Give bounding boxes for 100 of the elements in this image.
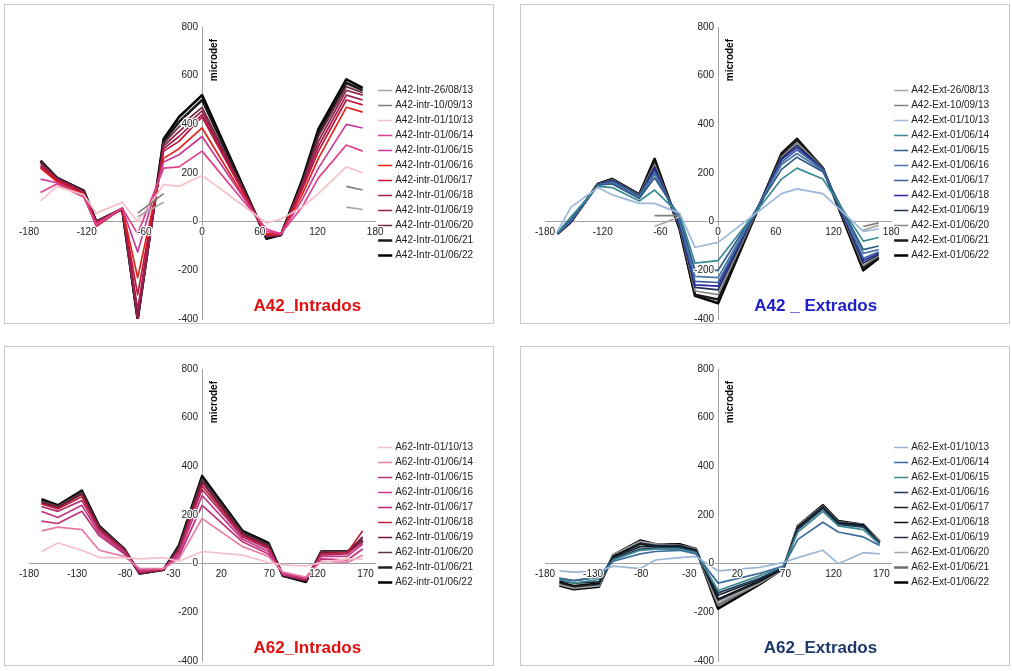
legend-label: A62-Intr-01/06/18 (395, 516, 474, 528)
text: A62_Intrados (253, 638, 362, 658)
y-tick-label: 800 (181, 362, 199, 374)
x-tick-label: 20 (215, 568, 228, 580)
x-tick-label: 180 (882, 226, 900, 238)
legend-label: A42-Ext-01/06/21 (911, 234, 990, 246)
legend-label: A42-Intr-01/06/16 (395, 159, 474, 171)
legend-label: A42-Intr-01/10/13 (395, 114, 474, 126)
legend-label: A42-Intr-26/08/13 (395, 84, 474, 96)
y-tick-label: 400 (181, 118, 199, 130)
y-tick-label: 0 (192, 215, 199, 227)
legend-label: A42-Intr-01/06/20 (395, 219, 474, 231)
x-tick-label: -30 (682, 568, 697, 580)
legend-label: A62-Ext-01/06/15 (911, 471, 990, 483)
y-tick-label: 200 (697, 508, 715, 520)
x-tick-label: -80 (633, 568, 649, 580)
x-tick-label: 120 (825, 568, 843, 580)
legend-label: A42-Ext-01/06/20 (911, 219, 990, 231)
y-tick-label: 800 (697, 20, 715, 32)
legend-label: A42-Intr-01/06/15 (395, 144, 474, 156)
legend-label: A42-Ext-26/08/13 (911, 84, 990, 96)
legend-label: A62-Intr-01/06/14 (395, 456, 474, 468)
y-axis-title: microdef (723, 380, 735, 424)
x-tick-label: -120 (592, 226, 614, 238)
y-axis-title: microdef (723, 38, 735, 82)
legend-label: A62-Ext-01/06/14 (911, 456, 990, 468)
y-tick-label: -200 (178, 264, 199, 276)
legend-label: A42-Intr-01/06/19 (395, 204, 474, 216)
legend-label: A62-Ext-01/06/18 (911, 516, 990, 528)
y-tick-label: -400 (178, 654, 199, 666)
x-tick-label: -180 (18, 568, 40, 580)
x-tick-label: 180 (366, 226, 384, 238)
y-tick-label: -200 (694, 606, 715, 618)
y-tick-label: -200 (178, 606, 199, 618)
y-tick-label: 400 (697, 460, 715, 472)
legend-label: A62-Ext-01/06/21 (911, 561, 990, 573)
x-tick-label: -180 (534, 568, 556, 580)
legend-label: A42-Ext-01/06/14 (911, 129, 990, 141)
x-tick-label: -120 (76, 226, 98, 238)
x-tick-label: 120 (309, 226, 327, 238)
y-axis-title: microdef (207, 380, 219, 424)
y-tick-label: -400 (694, 654, 715, 666)
y-tick-label: 800 (697, 362, 715, 374)
x-tick-label: -130 (67, 568, 88, 580)
legend-label: A42-Ext-01/10/13 (911, 114, 990, 126)
y-tick-label: 800 (181, 20, 199, 32)
legend-label: A62-Ext-01/06/22 (911, 576, 990, 588)
legend-label: A62-Ext-01/06/20 (911, 546, 990, 558)
legend-label: A42-Intr-01/06/18 (395, 189, 474, 201)
legend-label: A62-Ext-01/10/13 (911, 441, 990, 453)
legend-label: A42-Ext-01/06/19 (911, 204, 990, 216)
text: A62_Extrados (763, 638, 878, 658)
legend-label: A42-Ext-01/06/17 (911, 174, 990, 186)
x-tick-label: -180 (18, 226, 40, 238)
legend-label: A62-Intr-01/06/21 (395, 561, 474, 573)
y-tick-label: 200 (181, 508, 199, 520)
x-tick-label: 170 (873, 568, 891, 580)
legend-label: A62-Intr-01/06/16 (395, 486, 474, 498)
x-tick-label: 170 (357, 568, 375, 580)
y-tick-label: -400 (178, 312, 199, 324)
legend-label: A62-Ext-01/06/17 (911, 501, 990, 513)
y-tick-label: -400 (694, 312, 715, 324)
legend-label: A42-Ext-01/06/15 (911, 144, 990, 156)
x-tick-label: -60 (137, 226, 153, 238)
y-tick-label: 600 (181, 411, 199, 423)
legend-label: A42-Ext-01/06/18 (911, 189, 990, 201)
legend-label: A62-Intr-01/10/13 (395, 441, 474, 453)
y-tick-label: 400 (697, 118, 715, 130)
text: A42_Intrados (253, 296, 362, 316)
legend-label: A42-Intr-01/06/22 (395, 249, 474, 261)
x-tick-label: 120 (825, 226, 843, 238)
legend-label: A62-Intr-01/06/19 (395, 531, 474, 543)
legend-label: A42-intr-01/06/17 (395, 174, 473, 186)
x-tick-label: -30 (166, 568, 181, 580)
x-tick-label: 70 (263, 568, 276, 580)
y-tick-label: 0 (192, 557, 199, 569)
legend-label: A62-intr-01/06/22 (395, 576, 473, 588)
legend-label: A42-Ext-01/06/22 (911, 249, 990, 261)
legend-label: A62-Intr-01/06/20 (395, 546, 474, 558)
y-tick-label: 600 (697, 69, 715, 81)
legend-label: A42-intr-10/09/13 (395, 99, 473, 111)
y-tick-label: 0 (708, 557, 715, 569)
x-tick-label: 60 (770, 226, 782, 238)
x-tick-label: 20 (731, 568, 744, 580)
text: A42 _ Extrados (754, 296, 878, 316)
x-tick-label: -180 (534, 226, 556, 238)
legend-label: A42-Ext-10/09/13 (911, 99, 990, 111)
legend-label: A62-Ext-01/06/16 (911, 486, 990, 498)
y-tick-label: 200 (181, 166, 199, 178)
y-tick-label: 600 (697, 411, 715, 423)
x-tick-label: -60 (653, 226, 669, 238)
x-tick-label: -80 (117, 568, 133, 580)
y-tick-label: 0 (708, 215, 715, 227)
y-axis-title: microdef (207, 38, 219, 82)
legend-label: A42-Ext-01/06/16 (911, 159, 990, 171)
legend-label: A62-Intr-01/06/17 (395, 501, 474, 513)
legend-label: A42-Intr-01/06/21 (395, 234, 474, 246)
legend-label: A62-Ext-01/06/19 (911, 531, 990, 543)
legend-label: A42-Intr-01/06/14 (395, 129, 474, 141)
x-tick-label: 70 (779, 568, 792, 580)
